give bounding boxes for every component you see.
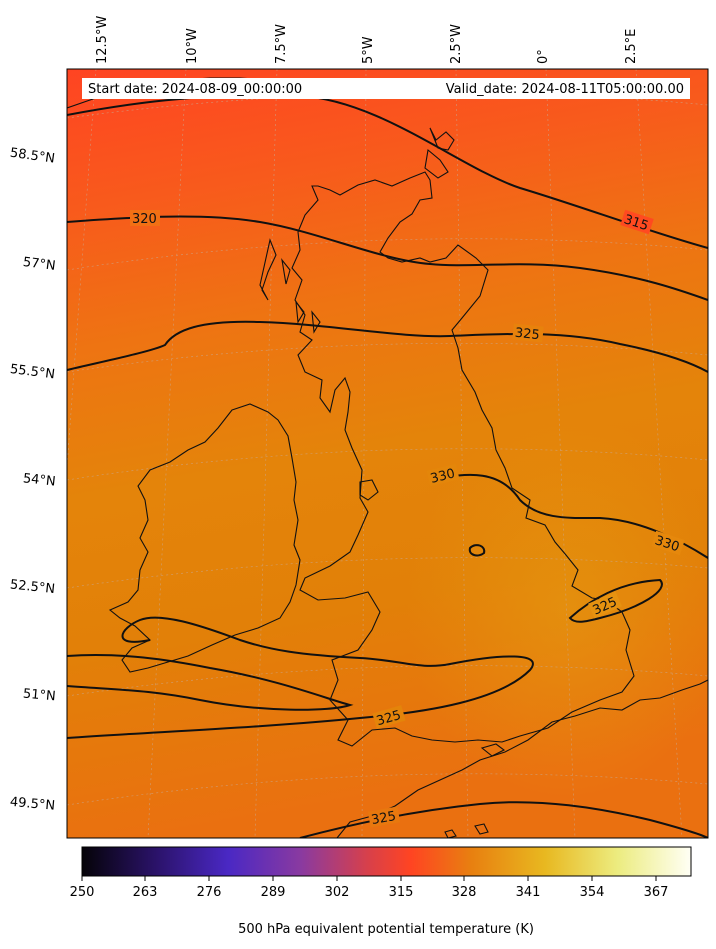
contour-label-325-south: 325 (375, 708, 403, 729)
lon-label-5w: 5°W (361, 36, 376, 64)
colorbar-tick-label: 367 (644, 885, 669, 900)
latitude-axis: 58.5°N 57°N 55.5°N 54°N 52.5°N 51°N 49.5… (9, 146, 56, 814)
lat-label-55-5n: 55.5°N (9, 362, 56, 382)
start-date-label: Start date: 2024-08-09_00:00:00 (88, 82, 302, 97)
lat-label-54n: 54°N (22, 471, 56, 489)
lat-label-51n: 51°N (22, 687, 56, 705)
hebrides (259, 238, 321, 334)
colorbar-tick-label: 276 (197, 885, 222, 900)
contour-label-325-bottom: 325 (370, 809, 397, 828)
contour-325-east (568, 578, 663, 623)
lon-label-12-5w: 12.5°W (95, 16, 110, 64)
contour-315-north (67, 94, 708, 249)
colorbar-tick-label: 250 (70, 885, 95, 900)
lon-label-0: 0° (536, 49, 551, 64)
colorbar-tick-label: 315 (389, 885, 414, 900)
france-coast (336, 679, 708, 838)
contour-label-330-central: 330 (429, 466, 457, 487)
contour-325-channel (67, 616, 534, 739)
graticule (67, 69, 708, 838)
channel-islands (444, 823, 489, 838)
lat-label-58-5n: 58.5°N (9, 146, 56, 167)
map-frame (66, 68, 709, 839)
contour-325-south (67, 653, 354, 711)
colorbar-tick-label: 328 (452, 885, 477, 900)
colorbar-tick-label: 354 (580, 885, 605, 900)
lon-label-2-5w: 2.5°W (449, 24, 464, 64)
contour-label-320: 320 (132, 212, 157, 227)
header-box (82, 78, 690, 99)
lat-label-52-5n: 52.5°N (9, 577, 55, 597)
contour-330-closed (468, 544, 486, 557)
isle-of-wight (480, 743, 506, 757)
contour-320 (67, 215, 708, 301)
colorbar-tick-label: 341 (516, 885, 541, 900)
contour-label-325-north: 325 (514, 326, 540, 344)
coastlines (67, 77, 708, 838)
colorbar-title: 500 hPa equivalent potential temperature… (238, 922, 534, 937)
colorbar-ticks (81, 876, 657, 881)
lat-label-49-5n: 49.5°N (9, 795, 55, 814)
lat-label-57n: 57°N (22, 255, 56, 274)
lon-label-7-5w: 7.5°W (274, 24, 289, 64)
contour-label-group: 320 315 325 330 330 325 325 325 (130, 209, 685, 828)
colorbar-tick-label: 263 (133, 885, 158, 900)
colorbar: 250 263 276 289 302 315 328 341 354 367 … (70, 846, 692, 937)
contour-label-330-east: 330 (653, 533, 681, 555)
ireland-coast (108, 403, 301, 673)
lon-label-10w: 10°W (185, 28, 200, 64)
valid-date-label: Valid_date: 2024-08-11T05:00:00.00 (446, 82, 684, 97)
isle-of-man (359, 479, 379, 501)
colorbar-gradient (81, 846, 692, 877)
colorbar-tick-label: 302 (325, 885, 350, 900)
colorbar-tick-label: 289 (261, 885, 286, 900)
lon-label-2-5e: 2.5°E (624, 29, 639, 64)
contour-label-315: 315 (622, 212, 650, 234)
longitude-axis: 12.5°W 10°W 7.5°W 5°W 2.5°W 0° 2.5°E (95, 16, 639, 64)
map-panel: 320 315 325 330 330 325 325 325 Start da… (67, 69, 708, 838)
contour-325-north (67, 320, 708, 373)
